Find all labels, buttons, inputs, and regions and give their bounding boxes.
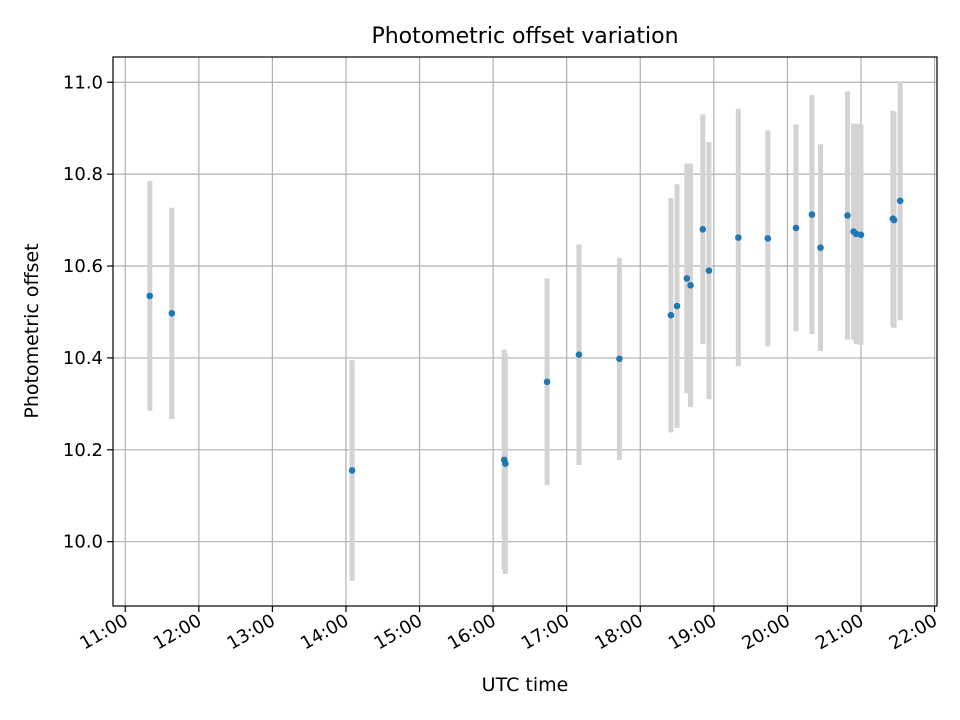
data-point [168, 310, 176, 317]
data-point [735, 234, 742, 241]
data-point [575, 351, 583, 359]
y-axis-label: Photometric offset [21, 243, 43, 418]
data-point [852, 230, 860, 238]
y-tick-label: 11.0 [63, 72, 103, 93]
y-tick-label: 10.4 [63, 348, 103, 369]
y-tick-label: 10.2 [63, 440, 103, 461]
data-point [667, 311, 675, 319]
plot-frame [112, 56, 938, 607]
data-point [348, 467, 356, 474]
data-point [683, 275, 691, 282]
chart-title: Photometric offset variation [371, 24, 678, 49]
data-point [890, 216, 898, 224]
data-points [146, 197, 904, 474]
data-point [896, 197, 904, 205]
data-point [705, 267, 713, 274]
y-tick-label: 10.8 [63, 164, 103, 185]
data-point [146, 292, 154, 300]
data-point [616, 355, 623, 363]
data-point [844, 212, 851, 219]
y-tick-label: 10.6 [63, 256, 103, 277]
data-point [502, 460, 509, 467]
y-tick-label: 10.0 [63, 532, 103, 553]
data-point [699, 225, 707, 233]
data-point [764, 235, 772, 242]
data-point [792, 224, 800, 232]
data-point [673, 302, 681, 310]
x-axis-label: UTC time [482, 674, 569, 696]
data-point [808, 211, 816, 218]
data-point [857, 231, 865, 239]
data-point [543, 378, 551, 386]
y-axis-ticks: 10.0 10.2 10.4 10.6 10.8 11.0 [63, 72, 113, 553]
data-point [687, 282, 694, 289]
data-point [817, 244, 824, 251]
